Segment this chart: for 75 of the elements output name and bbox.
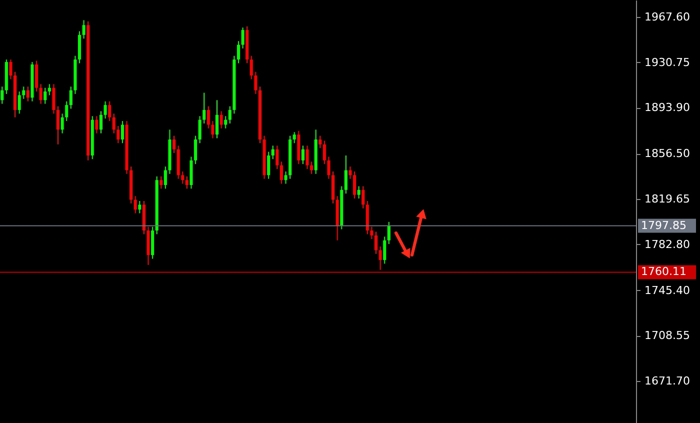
candlestick (267, 151, 270, 180)
candlestick (104, 100, 107, 120)
y-tick-label: 1782.80 (644, 238, 690, 251)
candlestick (220, 110, 223, 129)
candlestick (60, 113, 64, 134)
candlestick (185, 176, 188, 190)
candlestick (236, 40, 240, 64)
candlestick (120, 120, 124, 144)
candlestick (172, 135, 176, 154)
candlestick (306, 145, 309, 170)
candlestick (224, 116, 228, 129)
y-tick-label: 1930.75 (644, 56, 690, 69)
candlestick (65, 100, 68, 122)
candlestick (327, 156, 330, 180)
candlestick (370, 226, 374, 240)
candlestick (35, 60, 38, 92)
y-tick-label: 1745.40 (644, 284, 690, 297)
candlestick (194, 135, 198, 165)
candlestick (56, 106, 60, 145)
candlestick (39, 84, 42, 104)
candlestick (387, 221, 390, 245)
candlestick (69, 86, 72, 110)
y-tick-label: 1893.90 (644, 101, 690, 114)
candlestick (353, 170, 356, 200)
candlestick (378, 246, 382, 270)
candlestick (44, 87, 47, 104)
candlestick (202, 92, 206, 124)
candlestick (322, 140, 326, 165)
candlestick (48, 84, 51, 96)
candlestick (374, 231, 378, 254)
candlestick (206, 106, 210, 129)
candlestick (82, 20, 86, 40)
candlestick (211, 120, 214, 139)
candlestick (112, 113, 116, 134)
y-tick-label: 1856.50 (644, 147, 690, 160)
candlestick (52, 84, 56, 114)
candlestick (284, 170, 288, 184)
candlestick (198, 116, 202, 144)
candlestick (318, 135, 322, 149)
candlestick (134, 196, 137, 214)
candlestick (362, 186, 365, 209)
candlestick (22, 86, 26, 100)
candlestick (357, 186, 360, 200)
candlestick (292, 132, 296, 144)
candlestick (181, 170, 184, 184)
candlestick (310, 161, 314, 174)
y-tick-label: 1708.55 (644, 329, 690, 342)
candlestick (9, 59, 12, 80)
candlestick (228, 106, 232, 124)
ref-line-label: 1760.11 (641, 265, 686, 278)
candlestick (95, 116, 98, 134)
candlestick (216, 100, 219, 139)
y-tick-label: 1819.65 (644, 192, 690, 206)
y-tick-label: 1967.60 (644, 10, 690, 24)
candlestick (241, 27, 244, 49)
candlestick (254, 71, 258, 94)
ref-line-label: 1797.85 (641, 218, 686, 232)
candlestick (0, 86, 4, 104)
candlestick (138, 200, 142, 214)
candlestick (383, 236, 386, 264)
candlestick (344, 154, 348, 194)
candlestick (250, 55, 253, 80)
candlestick (276, 145, 279, 170)
candlestick (18, 91, 21, 114)
candlestick (348, 166, 352, 180)
candlestick (26, 86, 30, 102)
candlestick (99, 110, 102, 134)
candlestick (271, 145, 274, 160)
y-tick-label: 1671.70 (644, 374, 690, 388)
candlestick (108, 100, 112, 122)
candlestick (301, 145, 304, 165)
candlestick (116, 125, 120, 144)
candlestick (164, 166, 167, 190)
candlestick (160, 176, 163, 190)
candlestick (280, 161, 283, 184)
